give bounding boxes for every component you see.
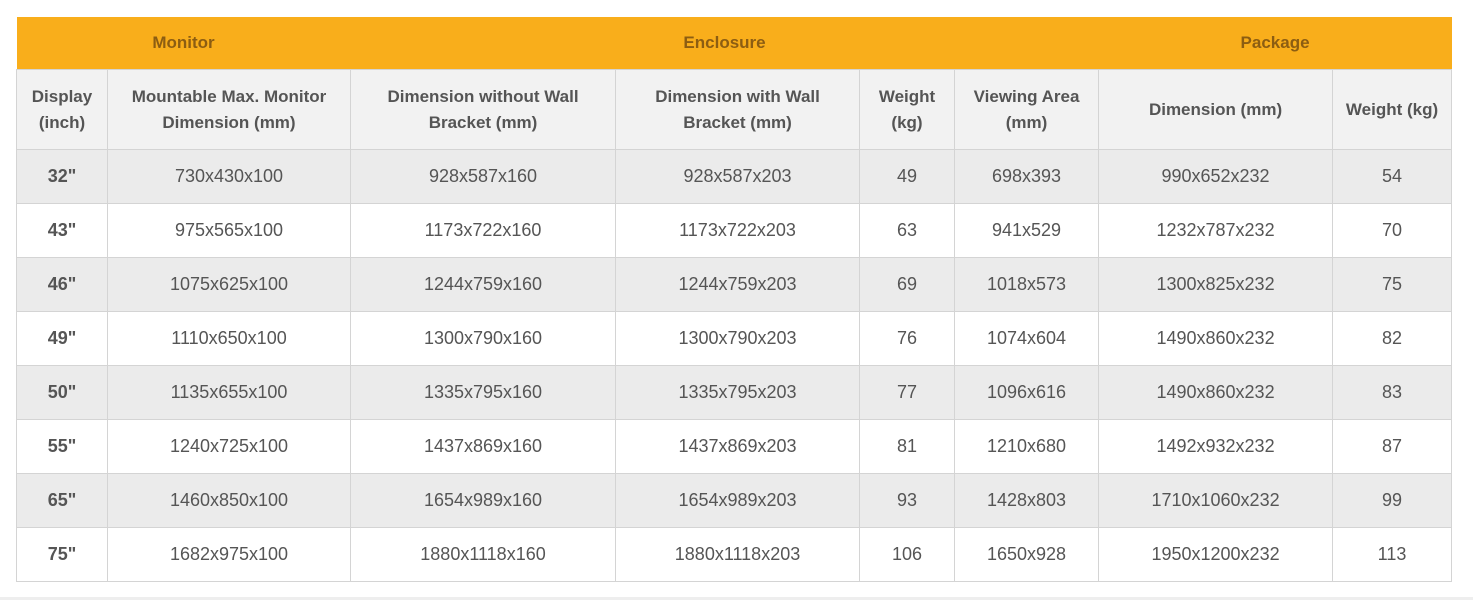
table-cell: 99	[1332, 473, 1453, 528]
table-cell: 69	[859, 257, 956, 312]
table-cell: 1300x825x232	[1098, 257, 1334, 312]
table-cell: 928x587x203	[615, 149, 861, 204]
table-cell: 1244x759x203	[615, 257, 861, 312]
column-header-row: Display (inch) Mountable Max. Monitor Dim…	[16, 69, 1453, 150]
table-cell: 1335x795x203	[615, 365, 861, 420]
table-cell: 87	[1332, 419, 1453, 474]
table-row: 49" 1110x650x100 1300x790x160 1300x790x203 7…	[16, 311, 1453, 366]
table-cell: 1210x680	[954, 419, 1100, 474]
table-cell: 1437x869x160	[350, 419, 617, 474]
table-cell: 941x529	[954, 203, 1100, 258]
table-cell: 55"	[16, 419, 108, 474]
group-header: Enclosure	[350, 17, 1099, 70]
table-cell: 1075x625x100	[106, 257, 352, 312]
table-cell: 928x587x160	[350, 149, 617, 204]
table-row: 55" 1240x725x100 1437x869x160 1437x869x203 8…	[16, 419, 1453, 474]
table-cell: 1650x928	[954, 527, 1100, 582]
table-cell: 1018x573	[954, 257, 1100, 312]
table-cell: 1460x850x100	[106, 473, 352, 528]
table-row: 75" 1682x975x100 1880x1118x160 1880x1118x20…	[16, 527, 1453, 582]
table-cell: 1490x860x232	[1098, 311, 1334, 366]
table-row: 43" 975x565x100 1173x722x160 1173x722x203 63…	[16, 203, 1453, 258]
column-header: Weight (kg)	[859, 69, 956, 150]
table-cell: 65"	[16, 473, 108, 528]
table-cell: 49	[859, 149, 956, 204]
table-cell: 70	[1332, 203, 1453, 258]
column-header: Mountable Max. Monitor Dimension (mm)	[106, 69, 352, 150]
table-row: 50" 1135x655x100 1335x795x160 1335x795x203 7…	[16, 365, 1453, 420]
column-header: Dimension (mm)	[1098, 69, 1334, 150]
group-header: Package	[1098, 17, 1452, 70]
table-cell: 698x393	[954, 149, 1100, 204]
table-cell: 54	[1332, 149, 1453, 204]
table-cell: 1428x803	[954, 473, 1100, 528]
table-cell: 1880x1118x203	[615, 527, 861, 582]
column-header: Weight (kg)	[1332, 69, 1453, 150]
footer-bar	[0, 597, 1473, 600]
spec-table: Monitor Enclosure Package Display (inch) Mou…	[16, 17, 1453, 582]
table-cell: 1300x790x160	[350, 311, 617, 366]
table-cell: 1232x787x232	[1098, 203, 1334, 258]
table-cell: 975x565x100	[106, 203, 352, 258]
spec-table-wrap: Monitor Enclosure Package Display (inch) Mou…	[16, 17, 1453, 582]
table-cell: 32"	[16, 149, 108, 204]
table-cell: 990x652x232	[1098, 149, 1334, 204]
table-cell: 1096x616	[954, 365, 1100, 420]
table-cell: 730x430x100	[106, 149, 352, 204]
table-cell: 1135x655x100	[106, 365, 352, 420]
group-header-row: Monitor Enclosure Package	[16, 17, 1452, 70]
column-header: Dimension with Wall Bracket (mm)	[615, 69, 861, 150]
table-cell: 1300x790x203	[615, 311, 861, 366]
table-cell: 82	[1332, 311, 1453, 366]
table-body: 32" 730x430x100 928x587x160 928x587x203 49 69…	[16, 149, 1453, 582]
table-cell: 46"	[16, 257, 108, 312]
table-row: 32" 730x430x100 928x587x160 928x587x203 49 69…	[16, 149, 1453, 204]
column-header: Dimension without Wall Bracket (mm)	[350, 69, 617, 150]
table-cell: 49"	[16, 311, 108, 366]
table-cell: 1880x1118x160	[350, 527, 617, 582]
column-header: Viewing Area (mm)	[954, 69, 1100, 150]
table-cell: 1682x975x100	[106, 527, 352, 582]
table-cell: 63	[859, 203, 956, 258]
table-cell: 113	[1332, 527, 1453, 582]
table-cell: 1710x1060x232	[1098, 473, 1334, 528]
table-cell: 75"	[16, 527, 108, 582]
table-cell: 76	[859, 311, 956, 366]
table-cell: 81	[859, 419, 956, 474]
table-cell: 106	[859, 527, 956, 582]
table-row: 46" 1075x625x100 1244x759x160 1244x759x203 6…	[16, 257, 1453, 312]
table-cell: 1173x722x203	[615, 203, 861, 258]
table-cell: 75	[1332, 257, 1453, 312]
table-cell: 1240x725x100	[106, 419, 352, 474]
table-cell: 1335x795x160	[350, 365, 617, 420]
table-cell: 1244x759x160	[350, 257, 617, 312]
table-cell: 1074x604	[954, 311, 1100, 366]
table-cell: 1173x722x160	[350, 203, 617, 258]
table-cell: 77	[859, 365, 956, 420]
table-cell: 1950x1200x232	[1098, 527, 1334, 582]
table-cell: 1654x989x160	[350, 473, 617, 528]
column-header: Display (inch)	[16, 69, 108, 150]
table-cell: 1654x989x203	[615, 473, 861, 528]
table-cell: 50"	[16, 365, 108, 420]
table-cell: 83	[1332, 365, 1453, 420]
table-cell: 1490x860x232	[1098, 365, 1334, 420]
table-row: 65" 1460x850x100 1654x989x160 1654x989x203 9…	[16, 473, 1453, 528]
table-cell: 1492x932x232	[1098, 419, 1334, 474]
table-cell: 93	[859, 473, 956, 528]
group-header: Monitor	[16, 17, 351, 70]
table-cell: 1110x650x100	[106, 311, 352, 366]
table-cell: 1437x869x203	[615, 419, 861, 474]
table-cell: 43"	[16, 203, 108, 258]
